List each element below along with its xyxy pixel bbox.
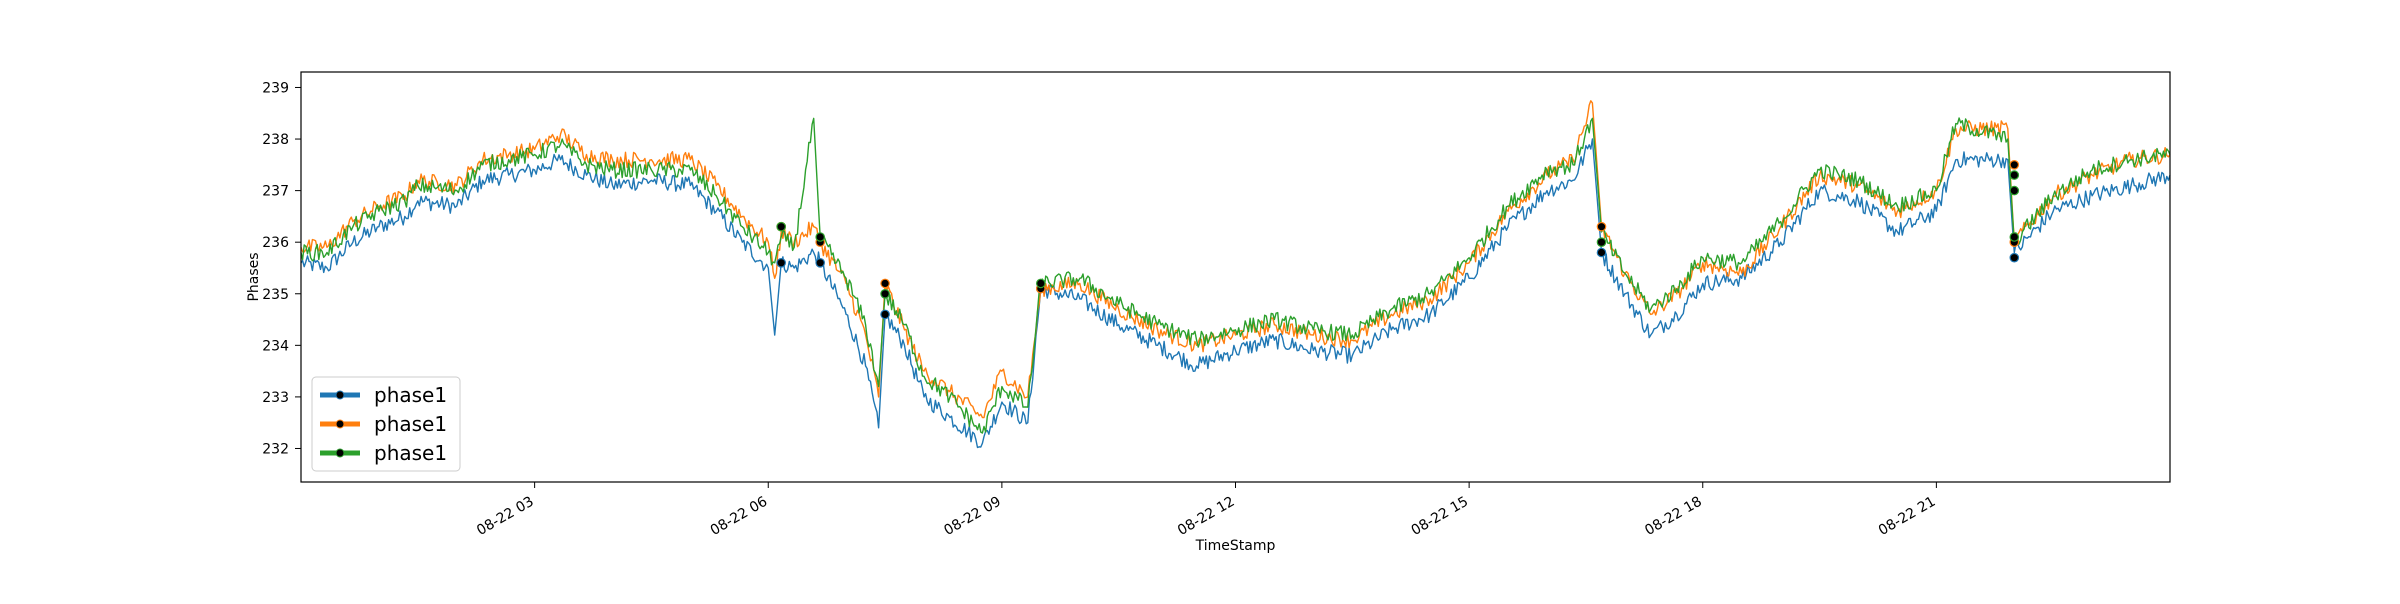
- data-marker-2-3: [880, 278, 890, 289]
- legend-box: [311, 376, 461, 472]
- y-tick-label: 234: [262, 338, 289, 354]
- data-marker-2-5: [1596, 221, 1607, 232]
- legend-label: phase1: [374, 412, 447, 436]
- marker-layer: [776, 160, 2020, 320]
- series-layer: [300, 100, 2171, 449]
- data-marker-3-6: [2009, 232, 2020, 242]
- data-marker-3-4: [1036, 278, 1046, 289]
- y-tick-label: 232: [262, 441, 289, 457]
- data-marker-1-5: [1596, 247, 1607, 258]
- data-marker-2-7: [2009, 160, 2020, 170]
- legend: phase1 phase1 phase1: [311, 376, 461, 472]
- data-marker-3-2: [815, 232, 825, 242]
- data-marker-3-1: [776, 221, 786, 232]
- legend-label: phase1: [374, 383, 447, 407]
- data-marker-3-8: [2009, 185, 2020, 196]
- data-marker-1-2: [815, 257, 825, 268]
- y-tick-label: 238: [262, 132, 289, 148]
- y-axis-label: Phases: [246, 252, 262, 301]
- y-tick-label: 235: [262, 287, 289, 303]
- series-line-1: [300, 138, 2171, 449]
- legend-marker: [335, 390, 345, 400]
- y-tick-label: 236: [262, 235, 289, 251]
- data-marker-1-1: [776, 257, 786, 268]
- legend-marker: [335, 419, 345, 429]
- data-marker-1-3: [880, 309, 890, 320]
- data-marker-3-7: [2009, 170, 2020, 180]
- legend-marker: [335, 448, 345, 458]
- data-marker-1-6: [2009, 252, 2020, 263]
- data-marker-3-5: [1596, 237, 1607, 247]
- y-axis-ticks: 232 233 234 235 236 237 238 239: [262, 80, 301, 457]
- y-tick-label: 233: [262, 390, 289, 406]
- series-line-3: [300, 117, 2171, 434]
- legend-label: phase1: [374, 441, 447, 465]
- y-tick-label: 237: [262, 184, 289, 200]
- x-axis-label: TimeStamp: [1195, 538, 1276, 554]
- data-marker-3-3: [880, 288, 890, 299]
- y-tick-label: 239: [262, 80, 289, 96]
